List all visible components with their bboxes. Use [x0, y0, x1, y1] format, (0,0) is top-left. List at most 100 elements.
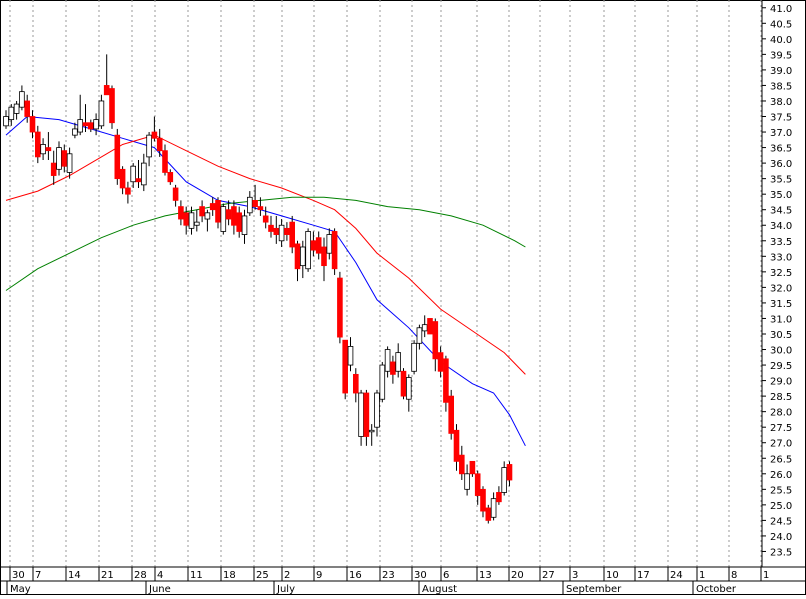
y-tick-label: 33.0 [770, 252, 792, 263]
candle-body [278, 224, 285, 242]
candle-body [474, 473, 481, 496]
candle-body [82, 122, 89, 127]
candle-body [416, 327, 423, 344]
candle [315, 231, 322, 260]
candle-body [29, 116, 36, 133]
candle [172, 184, 179, 207]
candle [379, 361, 386, 403]
candle-body [374, 392, 380, 428]
x-day-label: 21 [101, 570, 114, 581]
x-day-label: 11 [190, 570, 203, 581]
candle-body [35, 131, 41, 158]
candle [215, 197, 221, 229]
candle-body [395, 352, 401, 372]
candle [352, 368, 359, 403]
x-day-label: 14 [68, 570, 81, 581]
candle [432, 318, 439, 372]
candle-body [156, 137, 163, 152]
candle [3, 110, 9, 129]
candle-body [50, 162, 57, 176]
candle [273, 215, 280, 244]
x-day-label: 17 [637, 570, 650, 581]
x-day-label: 25 [256, 570, 269, 581]
y-tick-label: 37.5 [770, 113, 792, 124]
candle-body [400, 370, 407, 397]
candle-body [257, 206, 264, 211]
x-day-label: 20 [511, 570, 524, 581]
candle-body [140, 162, 147, 186]
candle-body [490, 498, 497, 518]
candle-body [88, 122, 94, 130]
candle [66, 147, 73, 179]
y-tick-label: 27.5 [770, 423, 792, 434]
candle-body [178, 206, 184, 220]
x-day-label: 8 [731, 570, 737, 581]
candle [368, 424, 375, 446]
y-tick-label: 39.0 [770, 66, 792, 77]
candle [437, 346, 444, 378]
x-day-label: 7 [35, 570, 41, 581]
candle [310, 231, 317, 257]
y-tick-label: 40.0 [770, 35, 792, 46]
candle [13, 100, 20, 120]
candle [140, 153, 147, 192]
candle-body [262, 215, 269, 223]
x-day-label: 30 [12, 570, 25, 581]
candle [45, 132, 52, 161]
candle [209, 197, 216, 216]
candle-body [135, 178, 142, 183]
y-tick-label: 24.0 [770, 532, 792, 543]
candle-body [72, 128, 78, 136]
candle-body [352, 373, 359, 394]
x-month-label: June [148, 584, 171, 595]
candle [305, 228, 311, 272]
candle-body [183, 212, 190, 226]
candle-body [299, 246, 306, 267]
candle [411, 340, 417, 375]
y-tick-label: 29.0 [770, 377, 792, 388]
y-tick-label: 30.0 [770, 346, 792, 357]
candle-body [61, 150, 68, 167]
x-day-label: 23 [382, 570, 395, 581]
x-day-label: 18 [223, 570, 236, 581]
x-month-label: July [276, 584, 295, 595]
candle [156, 128, 163, 157]
candle-body [379, 364, 386, 400]
candle [390, 355, 396, 384]
x-day-label: 10 [606, 570, 619, 581]
candle-body [496, 492, 502, 503]
candle [416, 324, 423, 350]
candle [278, 219, 285, 247]
candle-body [215, 199, 221, 223]
candle [252, 184, 258, 210]
candle-body [384, 349, 391, 372]
candle [363, 389, 370, 446]
y-tick-label: 24.5 [770, 516, 792, 527]
candle [236, 206, 243, 238]
candle-body [411, 342, 417, 372]
candle-body [19, 91, 25, 108]
candle [384, 346, 391, 378]
x-month-label: May [10, 584, 31, 595]
y-tick-label: 25.5 [770, 485, 792, 496]
candle-body [273, 227, 280, 235]
candle-body [56, 147, 62, 170]
candle [98, 94, 105, 129]
candle [225, 200, 232, 226]
candle-body [204, 212, 211, 220]
candle-body [448, 395, 454, 434]
candle [77, 94, 84, 136]
candle-body [501, 467, 507, 493]
candle [262, 206, 269, 229]
candle [246, 191, 253, 216]
candle [337, 271, 343, 344]
candle-body [125, 187, 131, 195]
candle [8, 104, 15, 126]
candle-body [427, 318, 433, 335]
y-tick-label: 41.0 [770, 4, 792, 15]
y-tick-label: 39.5 [770, 50, 792, 61]
candle-body [109, 88, 115, 124]
candle [82, 104, 89, 133]
y-tick-label: 23.5 [770, 547, 792, 558]
